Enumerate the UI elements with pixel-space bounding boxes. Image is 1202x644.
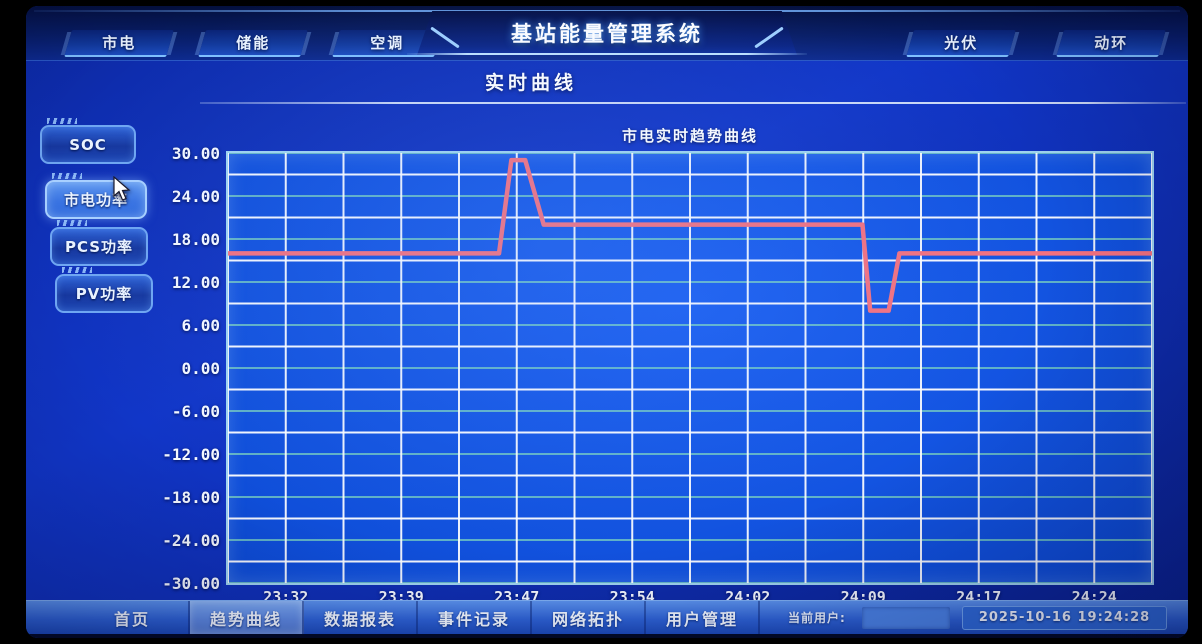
tab-label: 储能	[236, 34, 271, 52]
nav-item-数据报表[interactable]: 数据报表	[304, 601, 418, 634]
top-header-bar: 市电 储能 空调 基站能量管理系统 光伏 动环	[26, 6, 1188, 61]
sidebar-button-PV功率[interactable]: PV功率	[55, 267, 153, 313]
trend-chart-plot-area	[228, 153, 1152, 583]
y-tick-label: -6.00	[171, 402, 220, 421]
y-tick-label: 24.00	[171, 187, 220, 206]
bottom-bezel-strip	[26, 634, 1188, 638]
sidebar-button-SOC[interactable]: SOC	[40, 118, 136, 164]
y-tick-label: -12.00	[162, 445, 220, 464]
header-tabs-left: 市电 储能 空调	[64, 30, 442, 57]
tab-label: 光伏	[944, 34, 979, 52]
title-underline	[407, 53, 807, 55]
y-tick-label: -18.00	[162, 488, 220, 507]
nav-item-网络拓扑[interactable]: 网络拓扑	[532, 601, 646, 634]
bottom-nav-bar: 首页 趋势曲线 数据报表 事件记录 网络拓扑 用户管理 当前用户: 2025-10-16 …	[26, 600, 1188, 634]
subtitle-divider	[200, 102, 1186, 104]
nav-item-首页[interactable]: 首页	[76, 601, 190, 634]
sidebar-button-市电功率[interactable]: 市电功率	[45, 173, 147, 219]
y-tick-label: 6.00	[181, 316, 220, 335]
page-title: 实时曲线	[484, 72, 577, 94]
current-user-label: 当前用户:	[788, 611, 846, 625]
app-title: 基站能量管理系统	[511, 22, 703, 46]
y-tick-label: 12.00	[171, 273, 220, 292]
tab-label: 市电	[102, 34, 137, 52]
monitor-screen: 市电 储能 空调 基站能量管理系统 光伏 动环 实时曲线 SOC 市电功率 PCS功率 PV…	[26, 6, 1188, 638]
y-tick-label: -24.00	[162, 531, 220, 550]
datetime-display: 2025-10-16 19:24:28	[961, 605, 1168, 630]
nav-item-趋势曲线[interactable]: 趋势曲线	[190, 601, 304, 634]
tab-动环[interactable]: 动环	[1056, 30, 1166, 57]
tab-市电[interactable]: 市电	[64, 30, 174, 57]
y-tick-label: 18.00	[171, 230, 220, 249]
app-title-plate: 基站能量管理系统	[417, 11, 797, 55]
nav-items: 首页 趋势曲线 数据报表 事件记录 网络拓扑 用户管理	[76, 601, 760, 634]
sidebar-button-PCS功率[interactable]: PCS功率	[50, 220, 148, 266]
series-市电功率	[228, 157, 1152, 313]
nav-item-用户管理[interactable]: 用户管理	[646, 601, 760, 634]
y-tick-label: 30.00	[171, 144, 220, 163]
chart-title: 市电实时趋势曲线	[621, 127, 758, 145]
tab-label: 动环	[1094, 34, 1129, 52]
header-tabs-right: 光伏 动环	[906, 30, 1166, 57]
nav-item-事件记录[interactable]: 事件记录	[418, 601, 532, 634]
current-user-value-box	[861, 606, 950, 629]
tab-储能[interactable]: 储能	[198, 30, 308, 57]
y-tick-label: -30.00	[162, 574, 220, 593]
trend-chart-svg	[228, 153, 1152, 583]
tab-光伏[interactable]: 光伏	[906, 30, 1016, 57]
y-tick-label: 0.00	[181, 359, 220, 378]
